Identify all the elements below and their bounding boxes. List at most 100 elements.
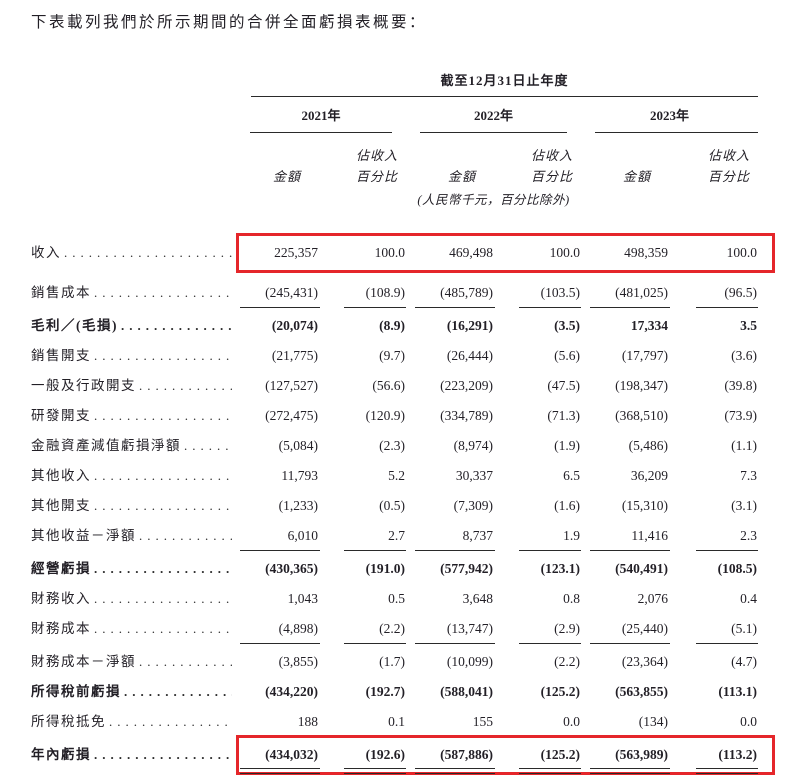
amount-value: (8,974) [453,438,493,453]
percent-value: (5.6) [554,348,580,363]
percent-value: (125.2) [540,684,580,699]
table-row: 其他開支 (1,233) (0.5) (7,309) (1.6) (15,310) (3.1… [31,491,775,521]
year-header-2022: 2022年 [406,103,581,133]
box-padding [758,278,776,308]
table-row: 銷售成本(245,431)(108.9)(485,789)(103.5)(481… [31,278,775,308]
box-padding [758,311,776,341]
dot-leader [109,707,232,737]
amount-value: (481,025) [581,278,679,308]
table-row: 財務成本(4,898)(2.2)(13,747)(2.9)(25,440)(5.… [31,614,775,644]
amount-value: (5,486) [628,438,668,453]
page-title: 下表載列我們於所示期間的合併全面虧損表概要： [31,14,428,31]
table-body: 收入 225,357 100.0 469,498 100.0 498,359 100.0 銷售… [31,233,776,775]
percent-value: 1.9 [504,521,581,551]
table-row: 研發開支 (272,475) (120.9) (334,789) (71.3) (368,… [31,401,775,431]
dot-leader [94,491,232,521]
amount-value: 188 [236,707,329,737]
amount-value: (563,989) [581,740,679,774]
percent-value: (123.1) [540,561,580,576]
percent-value: 100.0 [549,245,580,260]
table-row: 收入 225,357 100.0 469,498 100.0 498,359 100.0 [31,233,775,273]
unit-note: (人民幣千元，百分比除外) [417,193,570,207]
amount-value: 36,209 [630,468,668,483]
percent-value: (5.1) [679,614,758,644]
amount-value: 2,076 [637,591,668,606]
percent-value: (3.1) [731,498,757,513]
dot-leader [94,614,232,644]
percent-value: (1.1) [731,438,757,453]
row-label: 財務成本 [31,614,236,644]
dot-leader [139,521,232,551]
percent-value: 2.3 [679,521,758,551]
percent-value: (2.9) [504,614,581,644]
row-label: 經營虧損 [31,554,236,584]
amount-value: (10,099) [446,654,493,669]
percent-value: (191.0) [365,561,405,576]
amount-value: 225,357 [274,245,318,260]
amount-value: 1,043 [287,591,318,606]
header-spacer [31,145,236,187]
header-spacer [31,187,236,208]
amount-value: (4,898) [236,614,329,644]
box-padding [758,740,776,770]
dot-leader [94,584,232,614]
table-row: 經營虧損 (430,365) (191.0) (577,942) (123.1) (540… [31,554,775,584]
col-label-pct-2023: 佔收入 百分比 [707,148,750,184]
row-label: 銷售成本 [31,278,236,308]
percent-value: (56.6) [372,378,405,393]
amount-value: (368,510) [615,408,668,423]
percent-value: (4.7) [731,654,757,669]
row-label: 所得稅前虧損 [31,677,236,707]
percent-value: 5.2 [388,468,405,483]
amount-value: (3,855) [278,654,318,669]
amount-value: 498,359 [624,245,668,260]
percent-value: (39.8) [724,378,757,393]
col-label-pct-2022: 佔收入 百分比 [530,148,573,184]
percent-value: (8.9) [379,318,405,333]
percent-value: (125.2) [504,740,581,774]
table-unit-note-row: (人民幣千元，百分比除外) [31,187,775,208]
table-row: 銷售開支 (21,775) (9.7) (26,444) (5.6) (17,797) (3… [31,341,775,371]
dot-leader [94,278,232,308]
amount-value: (588,041) [440,684,493,699]
percent-value: (113.1) [718,684,757,699]
percent-value: (71.3) [547,408,580,423]
amount-value: (15,310) [621,498,668,513]
amount-value: (430,365) [265,561,318,576]
box-padding [758,554,776,584]
amount-value: (245,431) [236,278,329,308]
amount-value: (434,032) [236,740,329,774]
dot-leader [121,311,232,341]
row-label: 一般及行政開支 [31,371,236,401]
amount-value: 8,737 [406,521,504,551]
dot-leader [139,647,232,677]
percent-value: 0.8 [563,591,580,606]
percent-value: (120.9) [365,408,405,423]
box-padding [758,491,776,521]
amount-value: (5,084) [278,438,318,453]
dot-leader [184,431,232,461]
amount-value: (223,209) [440,378,493,393]
box-padding [758,614,776,644]
col-label-amount-2021: 金額 [272,169,301,184]
amount-value: 17,334 [630,318,668,333]
period-header: 截至12月31日止年度 [251,70,758,97]
amount-value: 155 [406,707,504,737]
table-row: 年內虧損(434,032)(192.6)(587,886)(125.2)(563… [31,735,776,775]
row-label: 其他開支 [31,491,236,521]
amount-value: 30,337 [455,468,493,483]
col-label-pct-2021: 佔收入 百分比 [355,148,398,184]
amount-value: (334,789) [440,408,493,423]
percent-value: 7.3 [740,468,757,483]
table-header-years: 2021年 2022年 2023年 [31,103,775,133]
amount-value: 6,010 [236,521,329,551]
row-label: 毛利／(毛損) [31,311,236,341]
amount-value: (1,233) [278,498,318,513]
col-label-amount-2022: 金額 [447,169,476,184]
amount-value: (17,797) [621,348,668,363]
table-column-labels: 金額 佔收入 百分比 金額 佔收入 百分比 金額 佔收入 百分比 [31,145,775,187]
amount-value: 11,793 [281,468,318,483]
table-row: 其他收入 11,793 5.2 30,337 6.5 36,209 7.3 [31,461,775,491]
percent-value: (3.5) [554,318,580,333]
dot-leader [94,341,232,371]
